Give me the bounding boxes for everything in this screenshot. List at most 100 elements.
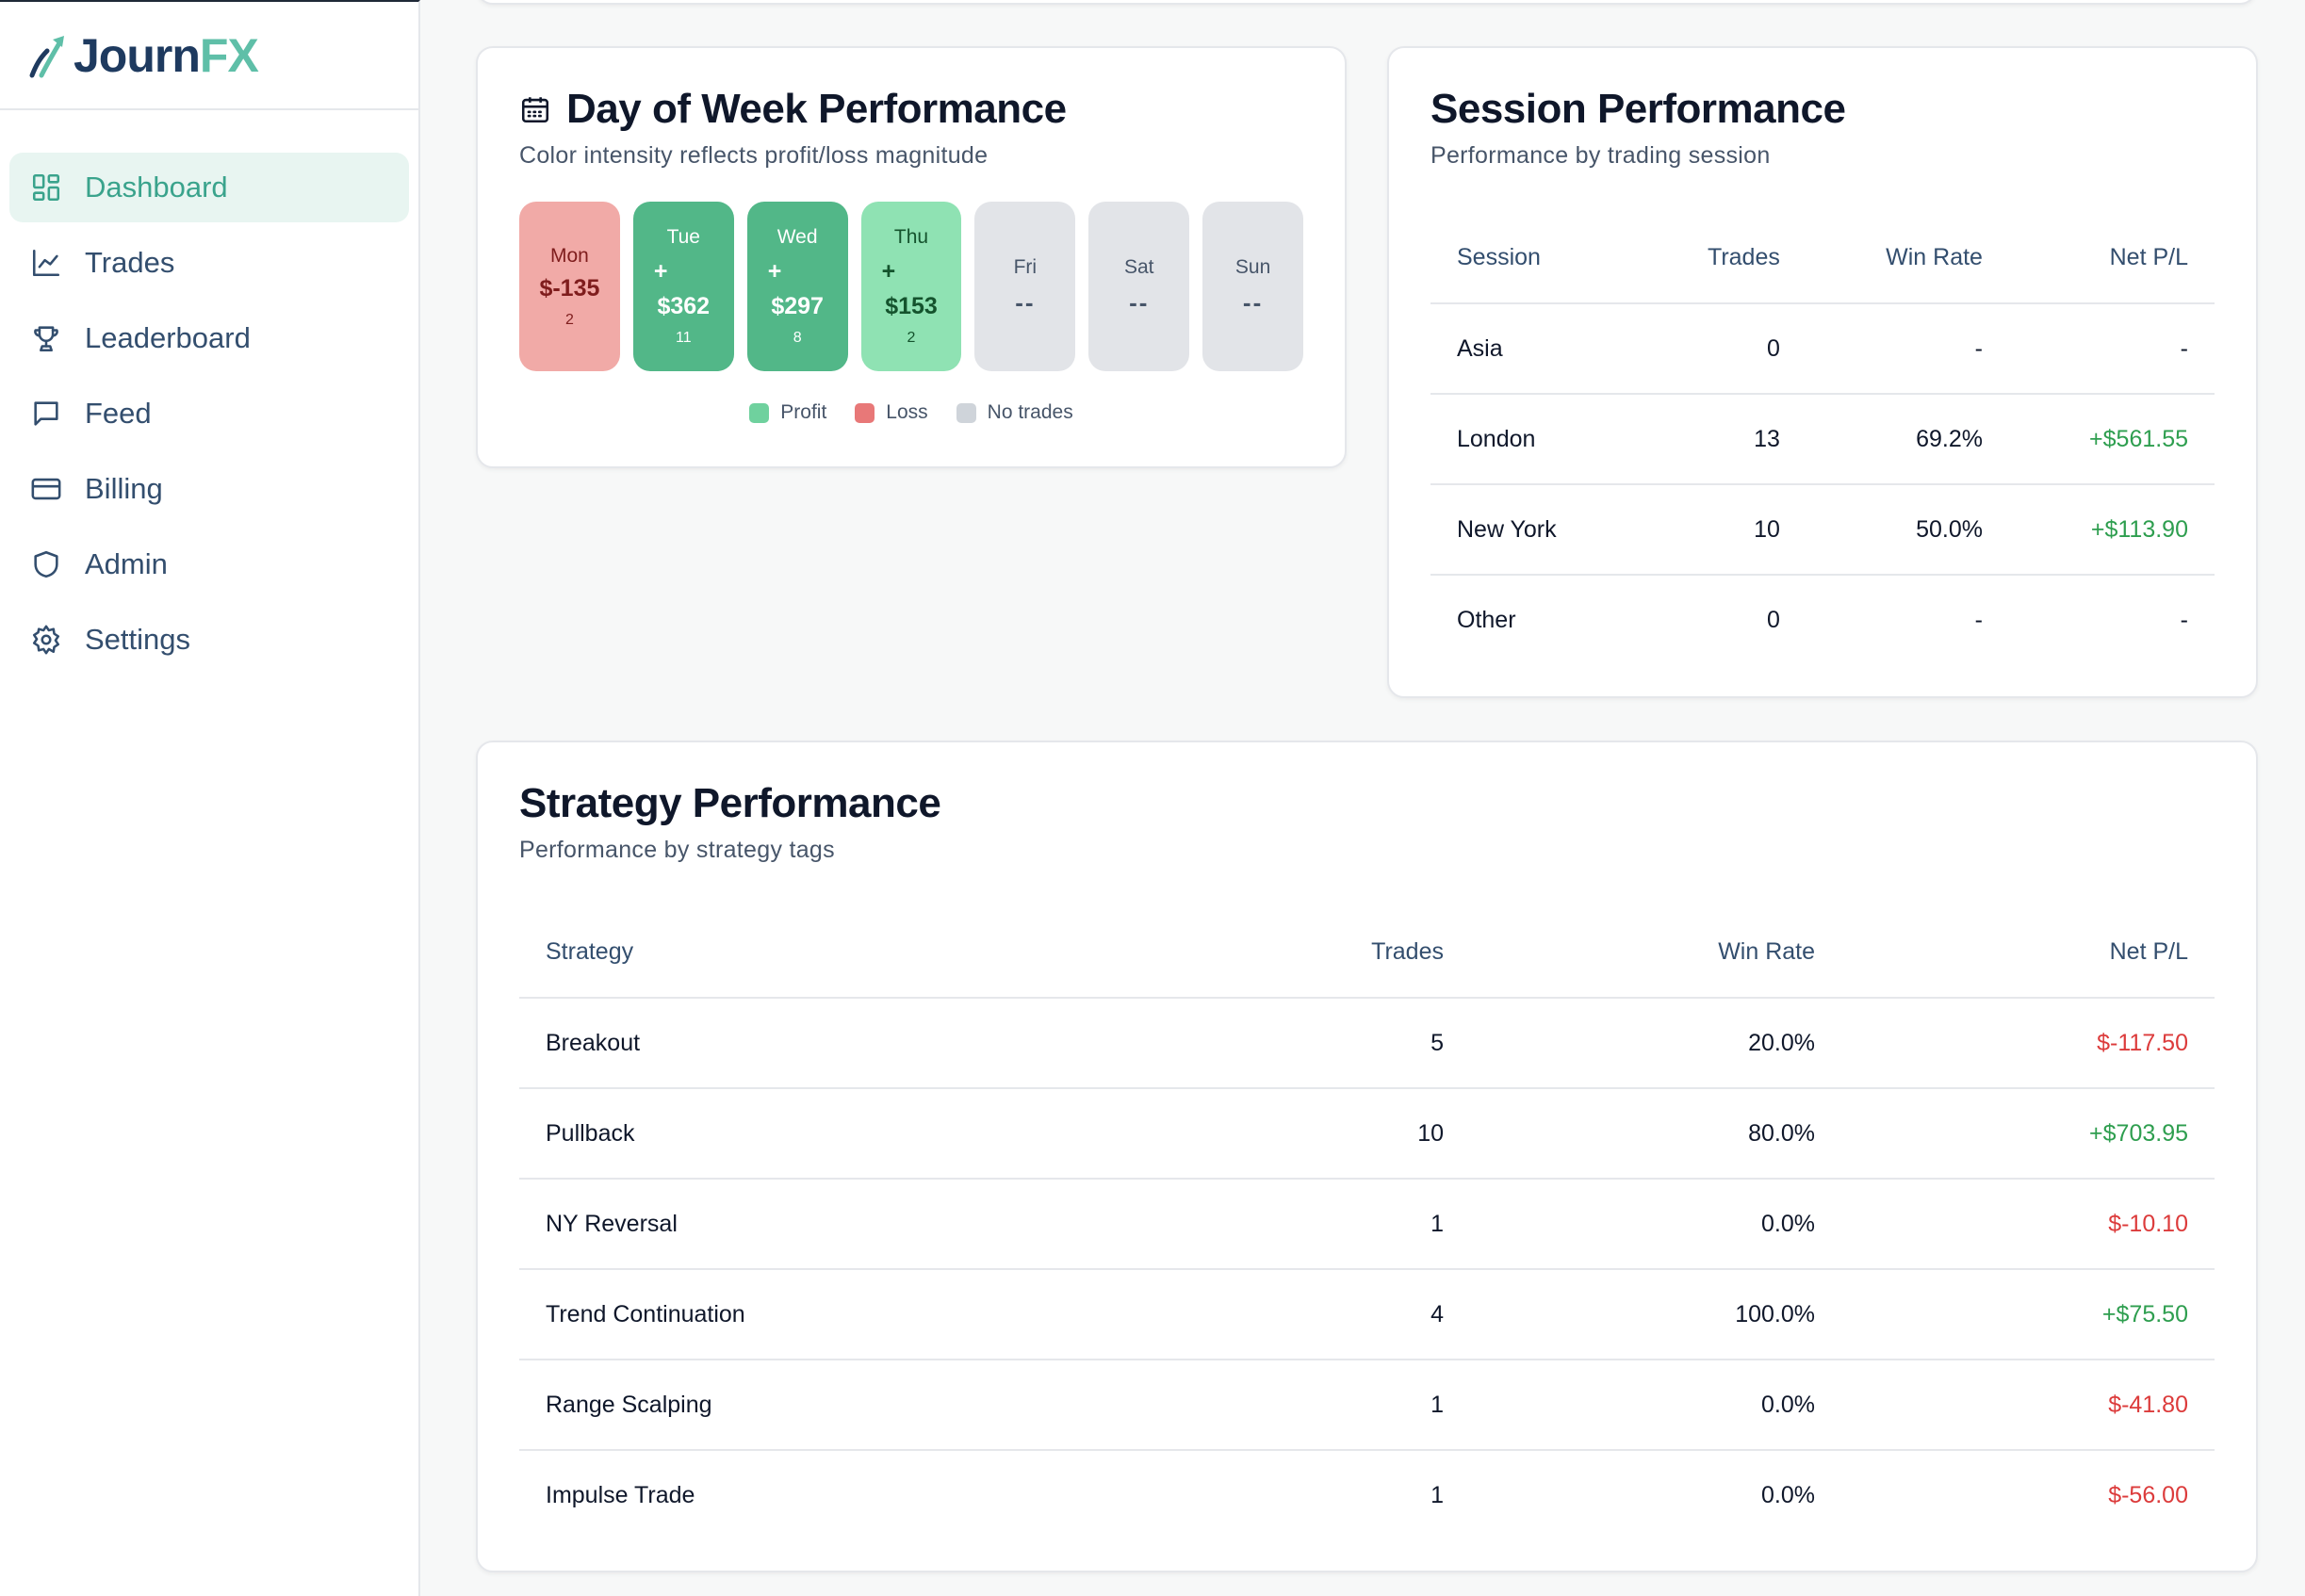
gear-icon	[32, 625, 60, 655]
column-header-net-pl[interactable]: Net P/L	[2109, 938, 2188, 965]
day-tile-mon[interactable]: Mon $-135 2	[519, 202, 620, 371]
sidebar-item-label: Admin	[85, 547, 168, 580]
strategy-name: Impulse Trade	[519, 1449, 1155, 1540]
session-table: Session Trades Win Rate Net P/L Asia 0 -…	[1430, 213, 2215, 665]
card-subtitle: Performance by strategy tags	[519, 837, 835, 863]
strategy-table: Strategy Trades Win Rate Net P/L Breakou…	[519, 907, 2215, 1540]
line-chart-icon	[32, 249, 60, 277]
session-name: Asia	[1430, 302, 1637, 394]
session-name: Other	[1430, 574, 1637, 665]
session-name: London	[1430, 393, 1637, 484]
day-trade-count: 8	[793, 330, 802, 346]
day-tile-tue[interactable]: Tue + $362 11	[632, 202, 734, 371]
day-sign: +	[767, 258, 782, 285]
day-value: --	[1129, 287, 1150, 317]
net-pl-cell: +$75.50	[1841, 1268, 2215, 1360]
sidebar-nav: Dashboard Trades Leaderboard Feed Billin…	[0, 110, 418, 675]
win-rate-cell: 50.0%	[1806, 483, 2009, 575]
net-pl-cell: +$561.55	[2008, 393, 2215, 484]
day-sign: +	[653, 258, 668, 285]
net-pl-cell: $-41.80	[1841, 1359, 2215, 1450]
column-header-strategy[interactable]: Strategy	[546, 938, 634, 965]
day-tile-sun[interactable]: Sun --	[1202, 202, 1304, 371]
previous-card	[476, 0, 2257, 5]
column-header-trades[interactable]: Trades	[1371, 938, 1444, 965]
strategy-name: Breakout	[519, 997, 1155, 1088]
sidebar-item-label: Dashboard	[85, 171, 228, 204]
trades-cell: 1	[1154, 1359, 1470, 1450]
column-header-session[interactable]: Session	[1457, 244, 1541, 270]
strategy-name: NY Reversal	[519, 1178, 1155, 1269]
sidebar-item-trades[interactable]: Trades	[9, 228, 409, 298]
day-value: $297	[771, 293, 824, 319]
sidebar-item-dashboard[interactable]: Dashboard	[9, 153, 409, 222]
sidebar-item-billing[interactable]: Billing	[9, 454, 409, 524]
day-name: Tue	[666, 226, 700, 248]
dashboard-grid-icon	[32, 173, 60, 202]
win-rate-cell: 0.0%	[1470, 1359, 1841, 1450]
trades-cell: 0	[1636, 574, 1806, 665]
sidebar-item-label: Feed	[85, 397, 152, 430]
table-row: NY Reversal 1 0.0% $-10.10	[519, 1178, 2215, 1269]
trades-cell: 0	[1636, 302, 1806, 394]
trophy-icon	[34, 326, 58, 352]
credit-card-icon	[31, 478, 61, 500]
brand-logo[interactable]: JournFX	[0, 2, 418, 110]
card-title: Session Performance	[1430, 86, 1846, 132]
sidebar-item-admin[interactable]: Admin	[9, 529, 409, 599]
session-name: New York	[1430, 483, 1637, 575]
day-name: Sun	[1234, 255, 1271, 278]
win-rate-cell: 20.0%	[1470, 997, 1841, 1088]
day-name: Sat	[1123, 255, 1154, 278]
day-value: $362	[657, 293, 711, 319]
day-name: Fri	[1013, 255, 1038, 278]
session-performance-card: Session Performance Performance by tradi…	[1387, 46, 2258, 698]
win-rate-cell: -	[1806, 574, 2009, 665]
strategy-name: Pullback	[519, 1087, 1155, 1179]
legend-swatch-loss	[855, 402, 875, 423]
table-row: Impulse Trade 1 0.0% $-56.00	[519, 1449, 2215, 1540]
day-trade-count: 2	[564, 311, 574, 328]
sidebar-item-label: Billing	[85, 472, 163, 505]
net-pl-cell: -	[2008, 574, 2215, 665]
legend-no-trades: No trades	[956, 401, 1073, 424]
sidebar-item-feed[interactable]: Feed	[9, 379, 409, 448]
day-trade-count: 11	[675, 330, 692, 346]
sidebar: JournFX Dashboard Trades Leaderboard Fee…	[0, 0, 420, 1596]
net-pl-cell: $-56.00	[1841, 1449, 2215, 1540]
day-tile-thu[interactable]: Thu + $153 2	[860, 202, 962, 371]
column-header-win-rate[interactable]: Win Rate	[1718, 938, 1815, 965]
trades-cell: 1	[1154, 1449, 1470, 1540]
day-tile-wed[interactable]: Wed + $297 8	[746, 202, 848, 371]
legend-swatch-none	[956, 402, 976, 423]
net-pl-cell: -	[2008, 302, 2215, 394]
table-row: New York 10 50.0% +$113.90	[1430, 483, 2215, 575]
column-header-win-rate[interactable]: Win Rate	[1886, 244, 1983, 270]
net-pl-cell: +$703.95	[1841, 1087, 2215, 1179]
sidebar-item-label: Settings	[85, 623, 191, 656]
day-value: --	[1015, 287, 1036, 317]
day-trade-count: 2	[907, 330, 916, 346]
day-value: $-135	[539, 274, 600, 301]
day-tiles: Mon $-135 2 Tue + $362 11 Wed + $297 8 T…	[519, 202, 1304, 371]
sidebar-item-settings[interactable]: Settings	[9, 605, 409, 675]
table-row: Asia 0 - -	[1430, 302, 2215, 394]
column-header-net-pl[interactable]: Net P/L	[2109, 244, 2188, 270]
sidebar-item-leaderboard[interactable]: Leaderboard	[9, 303, 409, 373]
net-pl-cell: $-117.50	[1841, 997, 2215, 1088]
strategy-name: Range Scalping	[519, 1359, 1155, 1450]
message-square-icon	[34, 401, 58, 426]
logo-arrow-icon	[29, 35, 64, 77]
day-tile-fri[interactable]: Fri --	[974, 202, 1076, 371]
column-header-trades[interactable]: Trades	[1707, 244, 1780, 270]
brand-name: JournFX	[74, 28, 259, 82]
win-rate-cell: -	[1806, 302, 2009, 394]
day-legend: Profit Loss No trades	[519, 401, 1303, 424]
shield-icon	[34, 550, 58, 578]
day-name: Mon	[550, 244, 589, 267]
table-row: Breakout 5 20.0% $-117.50	[519, 997, 2215, 1088]
day-tile-sat[interactable]: Sat --	[1088, 202, 1190, 371]
day-of-week-card: Day of Week Performance Color intensity …	[476, 46, 1347, 468]
win-rate-cell: 100.0%	[1470, 1268, 1841, 1360]
net-pl-cell: $-10.10	[1841, 1178, 2215, 1269]
